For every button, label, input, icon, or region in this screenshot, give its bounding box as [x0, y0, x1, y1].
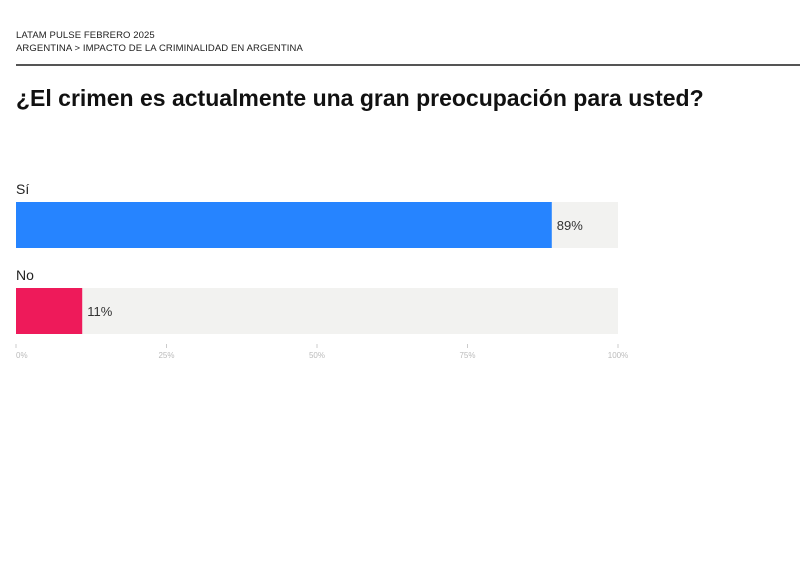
x-tick-label: 75% — [459, 351, 475, 360]
chart-title: ¿El crimen es actualmente una gran preoc… — [16, 85, 704, 111]
data-label: 89% — [557, 218, 583, 233]
data-label: 11% — [87, 304, 112, 319]
bar-0 — [16, 202, 552, 248]
x-tick-label: 100% — [608, 351, 628, 360]
divider — [16, 64, 800, 66]
category-label: Sí — [16, 181, 29, 197]
source-label: LATAM PULSE FEBRERO 2025 — [16, 30, 155, 41]
category-label: No — [16, 267, 34, 283]
bar-1 — [16, 288, 83, 334]
x-tick-label: 50% — [309, 351, 325, 360]
breadcrumb: ARGENTINA > IMPACTO DE LA CRIMINALIDAD E… — [16, 43, 303, 54]
bar-track — [16, 288, 618, 334]
x-tick-label: 25% — [158, 351, 174, 360]
x-tick-label: 0% — [16, 351, 28, 360]
